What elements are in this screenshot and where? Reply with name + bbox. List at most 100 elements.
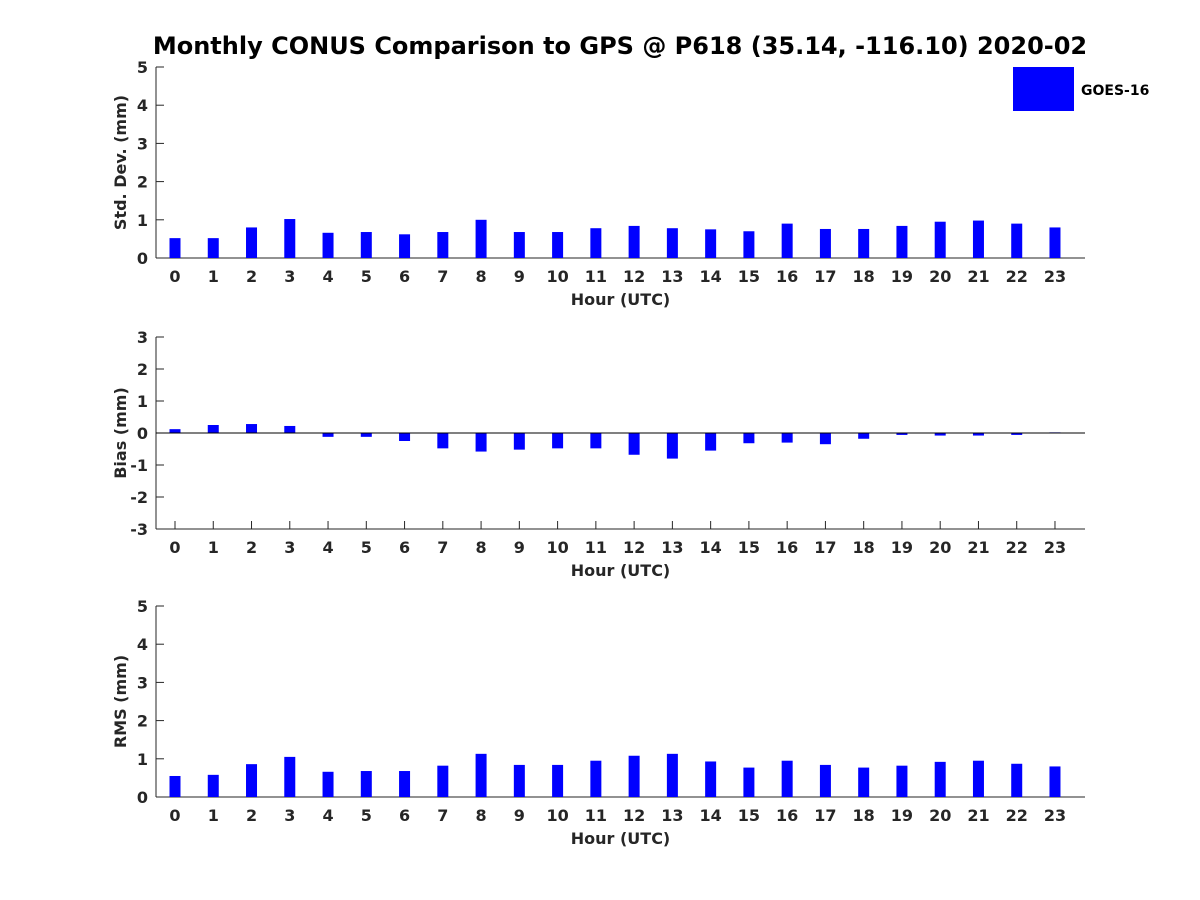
bar <box>1011 433 1023 435</box>
x-tick-label: 16 <box>776 267 798 286</box>
bar <box>705 433 717 451</box>
bar <box>819 433 831 445</box>
bar <box>666 433 678 459</box>
x-tick-label: 0 <box>169 538 180 557</box>
bar <box>934 761 946 797</box>
x-tick-label: 8 <box>476 267 487 286</box>
x-tick-label: 6 <box>399 806 410 825</box>
bar <box>552 433 564 449</box>
x-tick-label: 7 <box>437 538 448 557</box>
bar <box>513 232 525 258</box>
bar <box>360 433 372 437</box>
bar <box>284 425 296 433</box>
x-tick-label: 11 <box>585 538 607 557</box>
bar <box>896 225 908 258</box>
x-tick-label: 1 <box>208 538 219 557</box>
bar <box>781 433 793 443</box>
bar <box>322 232 334 258</box>
bar <box>972 220 984 258</box>
bar <box>666 228 678 258</box>
x-axis-label: Hour (UTC) <box>571 561 671 580</box>
x-tick-label: 19 <box>891 538 913 557</box>
bar <box>743 767 755 797</box>
x-tick-label: 10 <box>546 267 568 286</box>
bar <box>246 227 258 258</box>
x-tick-label: 18 <box>853 806 875 825</box>
x-tick-label: 12 <box>623 538 645 557</box>
bar <box>819 228 831 258</box>
y-tick-label: 3 <box>137 673 148 692</box>
x-tick-label: 10 <box>546 538 568 557</box>
bar <box>322 771 334 797</box>
bar <box>934 221 946 258</box>
y-tick-label: 1 <box>137 211 148 230</box>
y-tick-label: 5 <box>137 597 148 616</box>
bar <box>475 433 487 452</box>
x-tick-label: 12 <box>623 267 645 286</box>
bar <box>169 429 181 433</box>
y-tick-label: 4 <box>137 96 148 115</box>
bar <box>207 238 219 258</box>
bar <box>628 225 640 258</box>
x-tick-label: 2 <box>246 538 257 557</box>
bar <box>896 433 908 435</box>
x-tick-label: 1 <box>208 267 219 286</box>
bar <box>972 760 984 797</box>
x-tick-label: 2 <box>246 267 257 286</box>
bar <box>513 764 525 797</box>
x-tick-label: 8 <box>476 538 487 557</box>
bar <box>590 760 602 797</box>
x-tick-label: 4 <box>322 806 333 825</box>
y-tick-label: -2 <box>130 488 148 507</box>
y-tick-label: 0 <box>137 788 148 807</box>
x-tick-label: 22 <box>1006 806 1028 825</box>
legend-swatch <box>1013 67 1074 111</box>
bar <box>781 223 793 258</box>
x-tick-label: 20 <box>929 806 951 825</box>
x-axis-label: Hour (UTC) <box>571 829 671 848</box>
bar <box>399 234 411 258</box>
x-tick-label: 17 <box>814 267 836 286</box>
bar <box>896 765 908 797</box>
x-tick-label: 18 <box>853 267 875 286</box>
y-axis-label: Bias (mm) <box>111 387 130 479</box>
y-tick-label: 2 <box>137 360 148 379</box>
x-tick-label: 5 <box>361 806 372 825</box>
x-tick-label: 16 <box>776 538 798 557</box>
x-tick-label: 22 <box>1006 538 1028 557</box>
bar <box>1049 766 1061 797</box>
x-tick-label: 13 <box>661 538 683 557</box>
bar <box>322 433 334 437</box>
y-tick-label: 5 <box>137 58 148 77</box>
x-tick-label: 0 <box>169 267 180 286</box>
x-tick-label: 15 <box>738 538 760 557</box>
bar <box>169 775 181 797</box>
bar <box>743 433 755 444</box>
x-tick-label: 9 <box>514 538 525 557</box>
bar <box>284 756 296 797</box>
bar <box>169 238 181 258</box>
x-tick-label: 10 <box>546 806 568 825</box>
x-tick-label: 3 <box>284 806 295 825</box>
bar <box>1011 763 1023 797</box>
legend: GOES-16 <box>1013 67 1149 111</box>
x-tick-label: 17 <box>814 806 836 825</box>
bar <box>705 761 717 797</box>
legend-label: GOES-16 <box>1081 83 1149 99</box>
y-tick-label: 1 <box>137 750 148 769</box>
bar <box>628 755 640 797</box>
bar <box>858 767 870 797</box>
x-tick-label: 6 <box>399 267 410 286</box>
bar <box>781 760 793 797</box>
x-tick-label: 3 <box>284 538 295 557</box>
y-tick-label: 1 <box>137 392 148 411</box>
bar <box>246 764 258 797</box>
bar <box>590 228 602 258</box>
bar <box>705 229 717 258</box>
bar <box>207 774 219 797</box>
bar <box>552 764 564 797</box>
x-tick-label: 7 <box>437 806 448 825</box>
x-tick-label: 14 <box>700 538 722 557</box>
